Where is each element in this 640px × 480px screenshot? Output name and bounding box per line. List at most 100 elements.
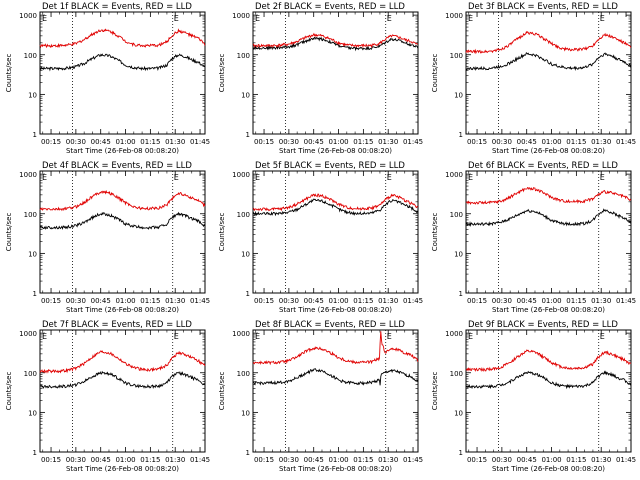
y-axis-label: Counts/sec <box>431 372 439 411</box>
y-tick-label: 10 <box>454 250 463 258</box>
x-tick-label: 00:30 <box>66 456 86 464</box>
y-tick-label: 1000 <box>445 12 463 20</box>
event-marker-label: E <box>174 14 179 23</box>
series-events-line <box>465 370 632 390</box>
x-tick-label: 00:15 <box>254 456 274 464</box>
event-marker-label: E <box>255 332 260 341</box>
series-lld-line <box>465 186 632 205</box>
x-tick-label: 01:45 <box>403 138 423 146</box>
x-tick-label: 01:00 <box>115 456 135 464</box>
y-tick-label: 1 <box>246 449 250 457</box>
x-tick-label: 01:45 <box>616 456 636 464</box>
x-tick-label: 01:30 <box>591 297 611 305</box>
panel-det-5f: Det 5f BLACK = Events, RED = LLD Counts/s… <box>218 161 423 314</box>
x-tick-label: 01:00 <box>541 456 561 464</box>
x-tick-label: 00:45 <box>517 138 537 146</box>
y-tick-label: 1000 <box>19 171 37 179</box>
y-tick-label: 100 <box>237 52 250 60</box>
panel-title: Det 1f BLACK = Events, RED = LLD <box>42 2 192 12</box>
x-tick-label: 00:45 <box>304 138 324 146</box>
x-tick-label: 00:30 <box>279 456 299 464</box>
series-lld-line <box>465 349 632 372</box>
axes-frame <box>252 329 419 453</box>
event-marker-label: E <box>600 14 605 23</box>
x-axis-label: Start Time (26-Feb-08 00:08:20) <box>492 306 605 314</box>
event-marker-label: E <box>600 173 605 182</box>
x-tick-label: 01:15 <box>566 138 586 146</box>
x-tick-label: 00:30 <box>66 138 86 146</box>
series-lld-line <box>252 331 419 366</box>
x-tick-label: 00:15 <box>41 297 61 305</box>
event-marker-label: E <box>468 14 473 23</box>
y-tick-label: 1000 <box>232 171 250 179</box>
event-marker-label: E <box>42 173 47 182</box>
y-axis-label: Counts/sec <box>431 54 439 93</box>
y-tick-label: 100 <box>237 211 250 219</box>
panel-det-6f: Det 6f BLACK = Events, RED = LLD Counts/s… <box>431 161 636 314</box>
panel-title: Det 4f BLACK = Events, RED = LLD <box>42 161 192 171</box>
x-tick-label: 01:15 <box>140 297 160 305</box>
y-tick-label: 1000 <box>232 12 250 20</box>
x-tick-label: 01:30 <box>165 138 185 146</box>
panel-det-3f: Det 3f BLACK = Events, RED = LLD Counts/s… <box>431 2 636 155</box>
y-tick-label: 10 <box>241 409 250 417</box>
x-axis-label: Start Time (26-Feb-08 00:08:20) <box>66 147 179 155</box>
x-tick-label: 00:15 <box>467 297 487 305</box>
y-tick-label: 1 <box>33 131 37 139</box>
panel-title: Det 8f BLACK = Events, RED = LLD <box>255 320 405 330</box>
x-tick-label: 00:45 <box>517 297 537 305</box>
series-lld-line <box>39 350 206 374</box>
y-axis-label: Counts/sec <box>218 372 226 411</box>
x-tick-label: 01:45 <box>190 297 210 305</box>
panel-title: Det 7f BLACK = Events, RED = LLD <box>42 320 192 330</box>
y-tick-label: 10 <box>241 91 250 99</box>
y-tick-label: 10 <box>454 409 463 417</box>
x-axis-label: Start Time (26-Feb-08 00:08:20) <box>279 465 392 473</box>
panel-det-2f: Det 2f BLACK = Events, RED = LLD Counts/s… <box>218 2 423 155</box>
series-lld-line <box>39 28 206 49</box>
x-tick-label: 01:00 <box>115 297 135 305</box>
series-lld-line <box>39 189 206 212</box>
series-events-line <box>39 53 206 72</box>
x-tick-label: 01:45 <box>190 138 210 146</box>
series-events-line <box>252 198 419 217</box>
x-tick-label: 00:30 <box>279 297 299 305</box>
y-tick-label: 100 <box>450 52 463 60</box>
x-tick-label: 01:30 <box>591 138 611 146</box>
event-marker-label: E <box>255 14 260 23</box>
event-marker-label: E <box>174 332 179 341</box>
x-tick-label: 00:30 <box>66 297 86 305</box>
x-tick-label: 00:45 <box>304 456 324 464</box>
axes-frame <box>465 329 632 453</box>
x-tick-label: 00:45 <box>91 297 111 305</box>
x-tick-label: 01:30 <box>378 138 398 146</box>
x-axis-label: Start Time (26-Feb-08 00:08:20) <box>66 306 179 314</box>
y-tick-label: 1000 <box>445 330 463 338</box>
x-axis-label: Start Time (26-Feb-08 00:08:20) <box>492 465 605 473</box>
x-tick-label: 00:15 <box>467 138 487 146</box>
x-tick-label: 00:45 <box>91 456 111 464</box>
y-tick-label: 1000 <box>19 330 37 338</box>
x-tick-label: 01:15 <box>353 138 373 146</box>
series-events-line <box>252 367 419 386</box>
x-tick-label: 01:00 <box>328 456 348 464</box>
y-tick-label: 10 <box>28 250 37 258</box>
event-marker-label: E <box>387 332 392 341</box>
event-marker-label: E <box>387 14 392 23</box>
event-marker-label: E <box>42 332 47 341</box>
panel-title: Det 2f BLACK = Events, RED = LLD <box>255 2 405 12</box>
x-tick-label: 01:00 <box>328 297 348 305</box>
y-tick-label: 10 <box>454 91 463 99</box>
series-events-line <box>465 208 632 228</box>
panel-title: Det 3f BLACK = Events, RED = LLD <box>468 2 618 12</box>
x-tick-label: 01:15 <box>353 456 373 464</box>
y-axis-label: Counts/sec <box>5 213 13 252</box>
x-tick-label: 01:15 <box>140 138 160 146</box>
x-tick-label: 00:45 <box>304 297 324 305</box>
event-marker-label: E <box>42 14 47 23</box>
axes-frame <box>39 170 206 294</box>
event-marker-label: E <box>387 173 392 182</box>
x-tick-label: 01:45 <box>190 456 210 464</box>
event-marker-label: E <box>255 173 260 182</box>
